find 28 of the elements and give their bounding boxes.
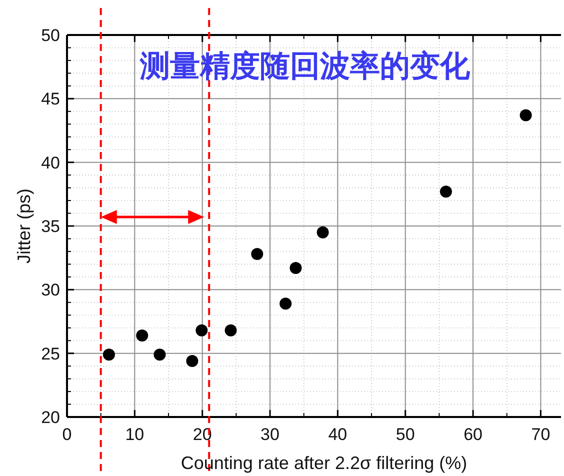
x-axis-title: Counting rate after 2.2σ filtering (%) bbox=[180, 453, 468, 473]
y-tick-label: 30 bbox=[41, 280, 60, 300]
y-tick-label: 35 bbox=[41, 217, 60, 236]
x-tick-label: 10 bbox=[125, 425, 144, 444]
x-tick-label: 30 bbox=[260, 425, 280, 444]
point bbox=[280, 298, 292, 310]
x-tick-label: 0 bbox=[62, 425, 72, 444]
point bbox=[520, 109, 532, 122]
point bbox=[224, 324, 237, 336]
x-tick-label: 70 bbox=[531, 425, 550, 444]
point bbox=[440, 186, 452, 198]
point bbox=[136, 330, 148, 342]
y-tick-label: 20 bbox=[41, 408, 60, 427]
point bbox=[316, 226, 329, 238]
point bbox=[102, 348, 115, 361]
y-axis-title: Jitter (ps) bbox=[14, 188, 34, 264]
y-tick-label: 45 bbox=[41, 90, 60, 109]
x-tick-label: 50 bbox=[396, 425, 415, 444]
point bbox=[251, 248, 264, 260]
point bbox=[196, 324, 208, 336]
x-tick-label: 40 bbox=[328, 425, 348, 444]
point bbox=[186, 354, 198, 367]
point bbox=[154, 348, 166, 361]
y-tick-label: 25 bbox=[41, 344, 60, 364]
point bbox=[290, 262, 302, 274]
y-tick-label: 40 bbox=[41, 153, 60, 172]
y-tick-label: 50 bbox=[41, 26, 60, 45]
x-tick-label: 60 bbox=[464, 425, 482, 444]
